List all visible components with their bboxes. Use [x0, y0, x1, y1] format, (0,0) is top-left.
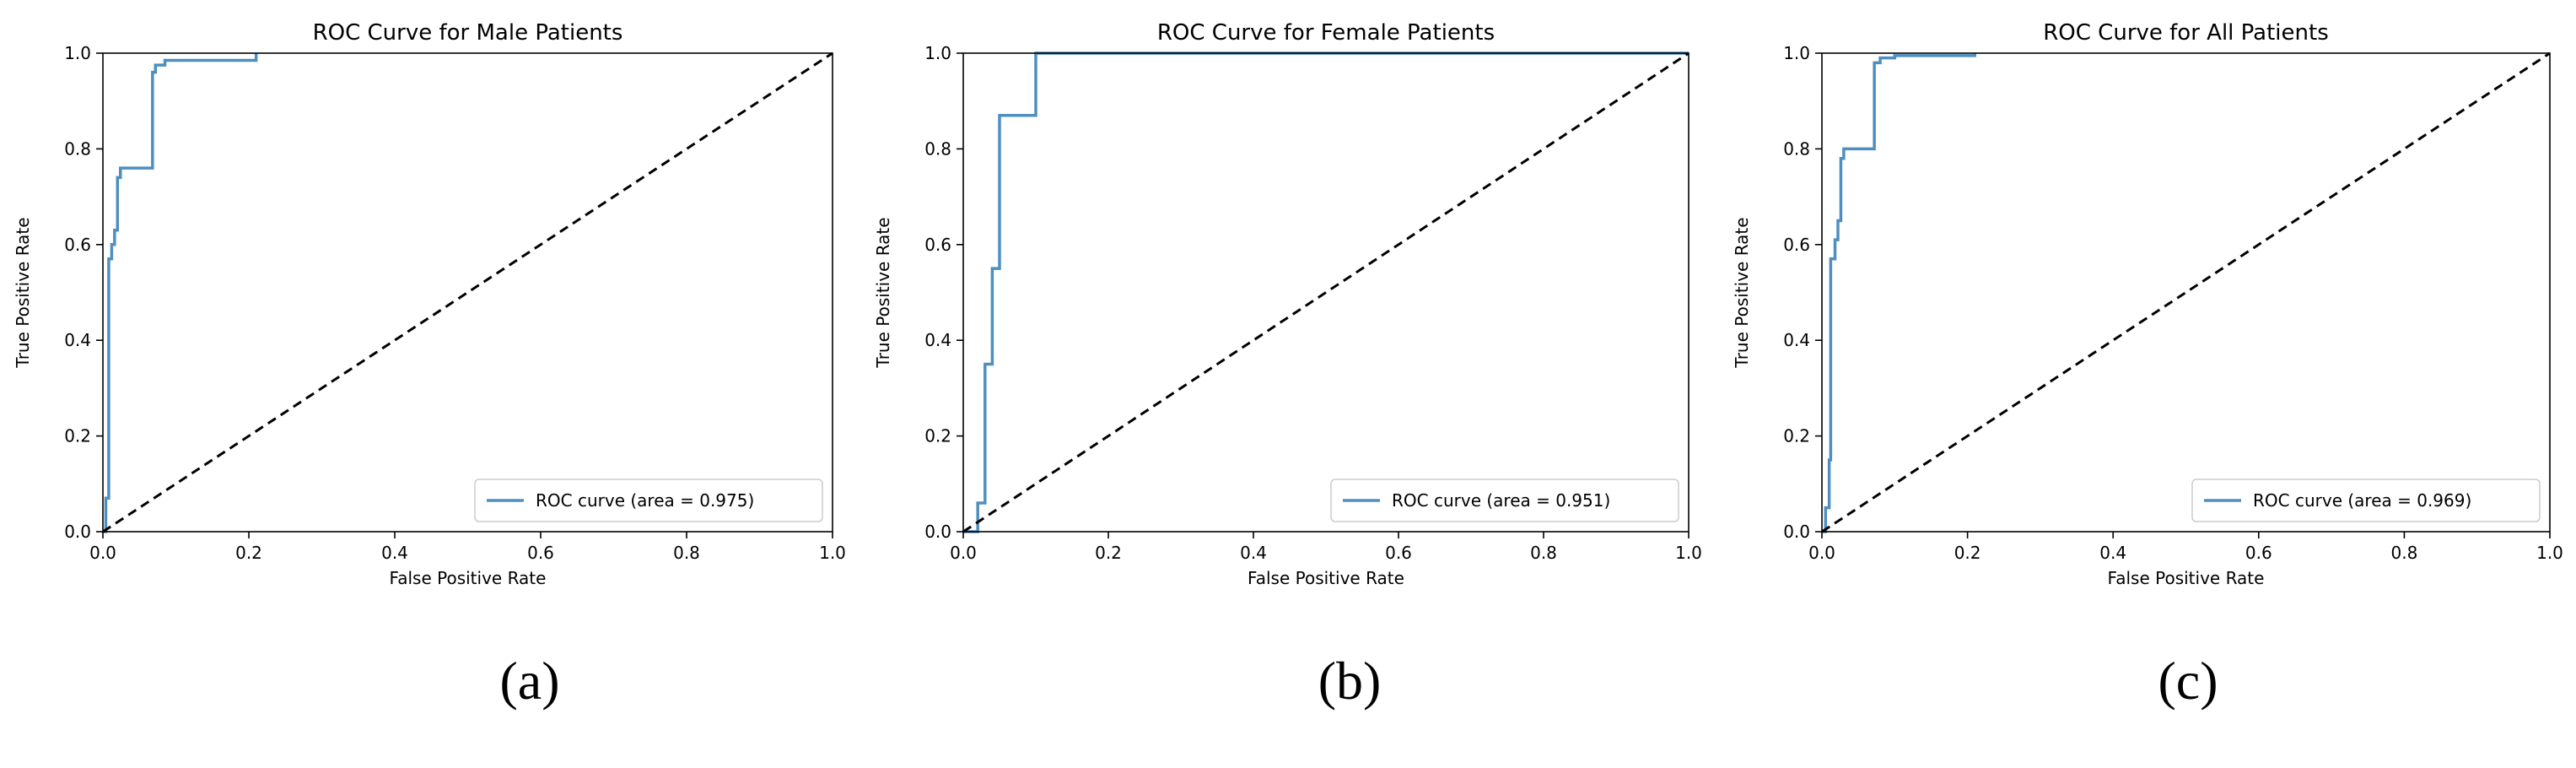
y-tick-label: 1.0	[1783, 43, 1810, 63]
chart-title: ROC Curve for Male Patients	[313, 20, 623, 46]
chance-line	[102, 51, 833, 533]
roc-chart-2: ROC Curve for Female Patients 0.0 0.2 0.4 0.…	[873, 20, 1702, 711]
y-tick-label: 0.8	[1783, 138, 1810, 159]
y-tick-label: 0.4	[924, 330, 951, 350]
x-axis-label: False Positive Rate	[1248, 568, 1404, 588]
roc-curve-line	[1822, 53, 1976, 533]
legend-box	[474, 479, 823, 522]
x-tick-label: 1.0	[819, 543, 846, 563]
x-tick-label: 0.8	[2390, 543, 2417, 563]
x-tick-label: 0.0	[89, 543, 116, 563]
plot-frame	[962, 52, 1689, 533]
legend-entry-label: ROC curve (area = 0.969)	[2253, 490, 2471, 511]
panel-caption: (c)	[2158, 651, 2218, 711]
y-tick-label: 1.0	[64, 43, 91, 63]
y-tick-label: 0.2	[64, 426, 91, 446]
y-tick-label: 0.8	[64, 138, 91, 159]
x-tick-label: 0.4	[1240, 543, 1267, 563]
roc-chart-1: ROC Curve for Male Patients 0.0 0.2 0.4 0.6 0…	[13, 20, 846, 711]
legend: ROC curve (area = 0.969)	[2191, 479, 2541, 522]
y-tick-label: 0.0	[1783, 522, 1810, 542]
roc-curve-line	[103, 53, 258, 533]
x-tick-label: 0.4	[381, 543, 408, 563]
y-tick-label: 0.6	[1783, 235, 1810, 255]
x-tick-label: 1.0	[2536, 543, 2563, 563]
y-tick-label: 0.8	[924, 138, 951, 159]
x-tick-label: 0.6	[527, 543, 554, 563]
legend: ROC curve (area = 0.975)	[474, 479, 823, 522]
legend-box	[1330, 479, 1679, 522]
x-tick-label: 0.2	[1095, 543, 1122, 563]
x-tick-label: 0.8	[1530, 543, 1557, 563]
y-axis-label: True Positive Rate	[873, 217, 893, 368]
x-axis-label: False Positive Rate	[390, 568, 547, 588]
y-tick-label: 0.2	[1783, 426, 1810, 446]
chart-title: ROC Curve for All Patients	[2043, 20, 2329, 46]
chance-line	[962, 51, 1689, 533]
legend: ROC curve (area = 0.951)	[1330, 479, 1679, 522]
chance-line	[1821, 51, 2551, 533]
chart-title: ROC Curve for Female Patients	[1157, 20, 1495, 46]
y-tick-label: 0.6	[64, 235, 91, 255]
x-axis-label: False Positive Rate	[2108, 568, 2265, 588]
y-tick-label: 0.6	[924, 235, 951, 255]
panel-caption: (b)	[1318, 651, 1382, 711]
legend-entry-label: ROC curve (area = 0.975)	[536, 490, 754, 511]
y-axis-label: True Positive Rate	[1732, 217, 1752, 368]
x-tick-label: 0.6	[1385, 543, 1412, 563]
plot-frame	[102, 52, 833, 533]
y-tick-label: 0.4	[64, 330, 91, 350]
x-tick-label: 1.0	[1675, 543, 1702, 563]
x-tick-label: 0.0	[1808, 543, 1835, 563]
legend-box	[2191, 479, 2541, 522]
x-tick-label: 0.8	[673, 543, 700, 563]
y-tick-label: 1.0	[924, 43, 951, 63]
legend-entry-label: ROC curve (area = 0.951)	[1392, 490, 1610, 511]
plot-frame	[1821, 52, 2551, 533]
x-tick-label: 0.4	[2099, 543, 2126, 563]
y-tick-label: 0.0	[64, 522, 91, 542]
x-tick-label: 0.6	[2245, 543, 2272, 563]
x-tick-label: 0.2	[235, 543, 262, 563]
y-tick-label: 0.2	[924, 426, 951, 446]
roc-chart-3: ROC Curve for All Patients 0.0 0.2 0.4 0.6 0.…	[1732, 20, 2563, 711]
panel-caption: (a)	[499, 651, 559, 711]
y-axis-label: True Positive Rate	[13, 217, 33, 368]
y-tick-label: 0.4	[1783, 330, 1810, 350]
x-tick-label: 0.2	[1954, 543, 1981, 563]
x-tick-label: 0.0	[950, 543, 977, 563]
y-tick-label: 0.0	[924, 522, 951, 542]
